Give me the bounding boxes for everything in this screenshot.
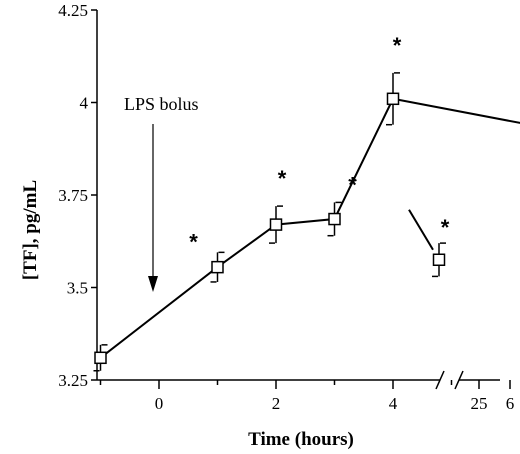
axis-break-mark bbox=[454, 370, 464, 390]
data-point bbox=[94, 351, 107, 365]
data-point bbox=[432, 253, 446, 266]
axes bbox=[96, 10, 500, 390]
y-tick-label: 3.75 bbox=[58, 186, 88, 205]
series-layer: ****** bbox=[93, 33, 520, 372]
y-tick-label: 3.5 bbox=[67, 279, 88, 298]
annotation-layer: LPS bolus bbox=[124, 94, 199, 292]
x-tick-label: 0 bbox=[155, 394, 164, 413]
lps-bolus-label: LPS bolus bbox=[124, 94, 199, 114]
data-point bbox=[386, 92, 400, 106]
x-tick-label: 2 bbox=[272, 394, 281, 413]
axis-break-mark bbox=[435, 370, 445, 390]
data-point bbox=[211, 260, 224, 274]
lps-arrow-head bbox=[148, 276, 158, 292]
y-tick-label: 3.25 bbox=[58, 371, 88, 390]
significance-star: * bbox=[441, 215, 450, 240]
significance-star: * bbox=[393, 33, 402, 58]
y-ticks: 3.25 3.5 3.75 4 4.25 bbox=[58, 1, 97, 390]
x-tick-label: 6 bbox=[506, 394, 515, 413]
data-point bbox=[269, 218, 283, 231]
x-ticks: 0246825 bbox=[99, 380, 515, 413]
significance-star: * bbox=[189, 229, 198, 254]
significance-star: * bbox=[278, 166, 287, 191]
y-tick-label: 4.25 bbox=[58, 1, 88, 20]
x-tick-label: 25 bbox=[471, 394, 488, 413]
series-line bbox=[99, 97, 520, 359]
data-point bbox=[328, 212, 341, 226]
y-axis-title: [TF], pg/mL bbox=[20, 180, 41, 280]
series-line-segment bbox=[408, 209, 434, 251]
x-axis-title: Time (hours) bbox=[248, 429, 354, 450]
significance-star: * bbox=[348, 172, 357, 197]
x-tick-label: 4 bbox=[389, 394, 398, 413]
y-tick-label: 4 bbox=[80, 94, 89, 113]
